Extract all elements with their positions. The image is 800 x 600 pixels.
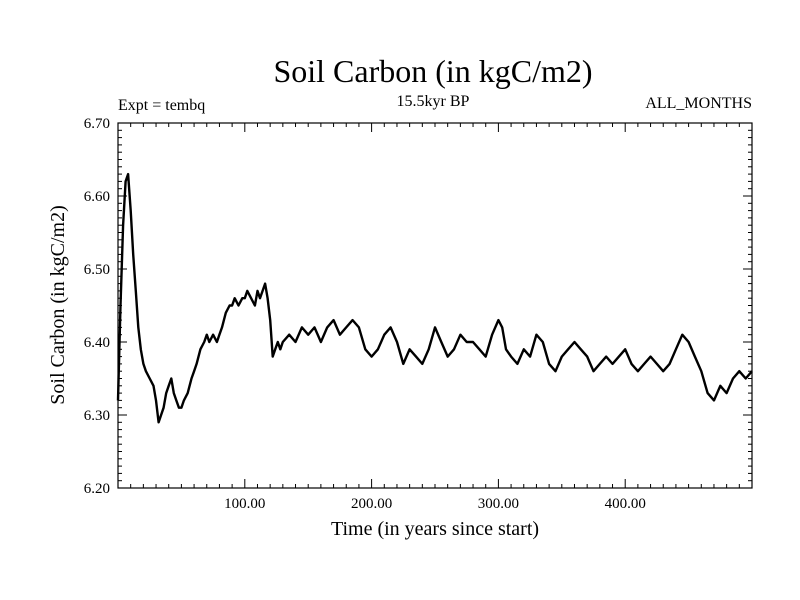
y-tick-label: 6.40 [84,335,110,351]
x-axis-ticks: 100.00 200.00 300.00 400.00 [130,123,740,512]
y-axis-ticks: 6.20 6.30 6.40 6.50 6.60 6.70 [84,116,752,497]
chart-title: Soil Carbon (in kgC/m2) [273,53,592,89]
plot-frame [117,122,753,489]
x-tick-label: 100.00 [224,496,265,512]
series-layer [116,172,753,424]
x-tick-label: 400.00 [605,496,646,512]
soil-carbon-series-line [116,172,753,424]
months-label: ALL_MONTHS [645,95,752,112]
y-axis-label: Soil Carbon (in kgC/m2) [47,205,69,404]
y-tick-label: 6.60 [84,189,110,205]
y-tick-label: 6.30 [84,408,110,424]
x-tick-label: 200.00 [351,496,392,512]
period-label: 15.5kyr BP [397,93,470,110]
x-axis-label: Time (in years since start) [331,518,539,540]
y-tick-label: 6.20 [84,481,110,497]
y-tick-label: 6.50 [84,262,110,278]
y-tick-label: 6.70 [84,116,110,132]
experiment-label: Expt = tembq [118,97,205,114]
x-tick-label: 300.00 [478,496,519,512]
